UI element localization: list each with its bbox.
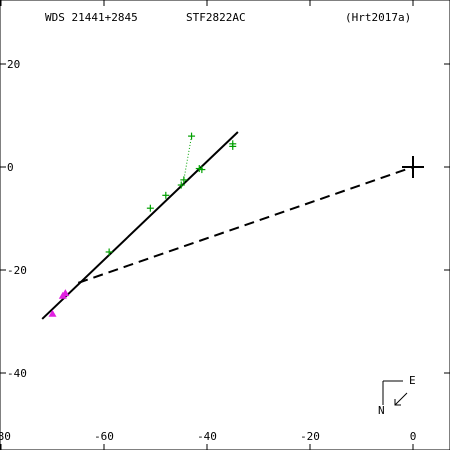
observation-point <box>180 176 188 184</box>
observation-point <box>195 165 203 173</box>
x-tick-label: 0 <box>410 430 417 443</box>
dashed-line <box>77 166 414 284</box>
observation-point <box>188 132 196 140</box>
compass: E N <box>378 374 416 417</box>
x-tick-label: -80 <box>0 430 11 443</box>
pair-label: STF2822AC <box>186 11 246 24</box>
y-tick-label: 0 <box>7 161 14 174</box>
plot-lines <box>41 131 414 320</box>
compass-north-label: N <box>378 404 385 417</box>
compass-arrow-head <box>394 399 401 406</box>
orbit-ref-label: (Hrt2017a) <box>345 11 411 24</box>
x-tick-label: -40 <box>197 430 217 443</box>
wds-label: WDS 21441+2845 <box>45 11 138 24</box>
compass-arrow <box>394 392 408 406</box>
triangle-point <box>48 309 57 317</box>
fit-line <box>41 131 239 320</box>
y-tick-label: -20 <box>7 264 27 277</box>
observation-point <box>177 181 185 189</box>
observation-point <box>162 191 170 199</box>
observation-point <box>105 248 113 256</box>
data-marks <box>48 132 424 317</box>
compass-east-label: E <box>409 374 416 387</box>
x-tick-label: -60 <box>94 430 114 443</box>
y-tick-label: 20 <box>7 58 20 71</box>
triangle-point <box>58 291 67 299</box>
y-tick-label: -40 <box>7 367 27 380</box>
observation-point <box>146 204 154 212</box>
x-tick-label: -20 <box>300 430 320 443</box>
observation-point <box>229 142 237 150</box>
